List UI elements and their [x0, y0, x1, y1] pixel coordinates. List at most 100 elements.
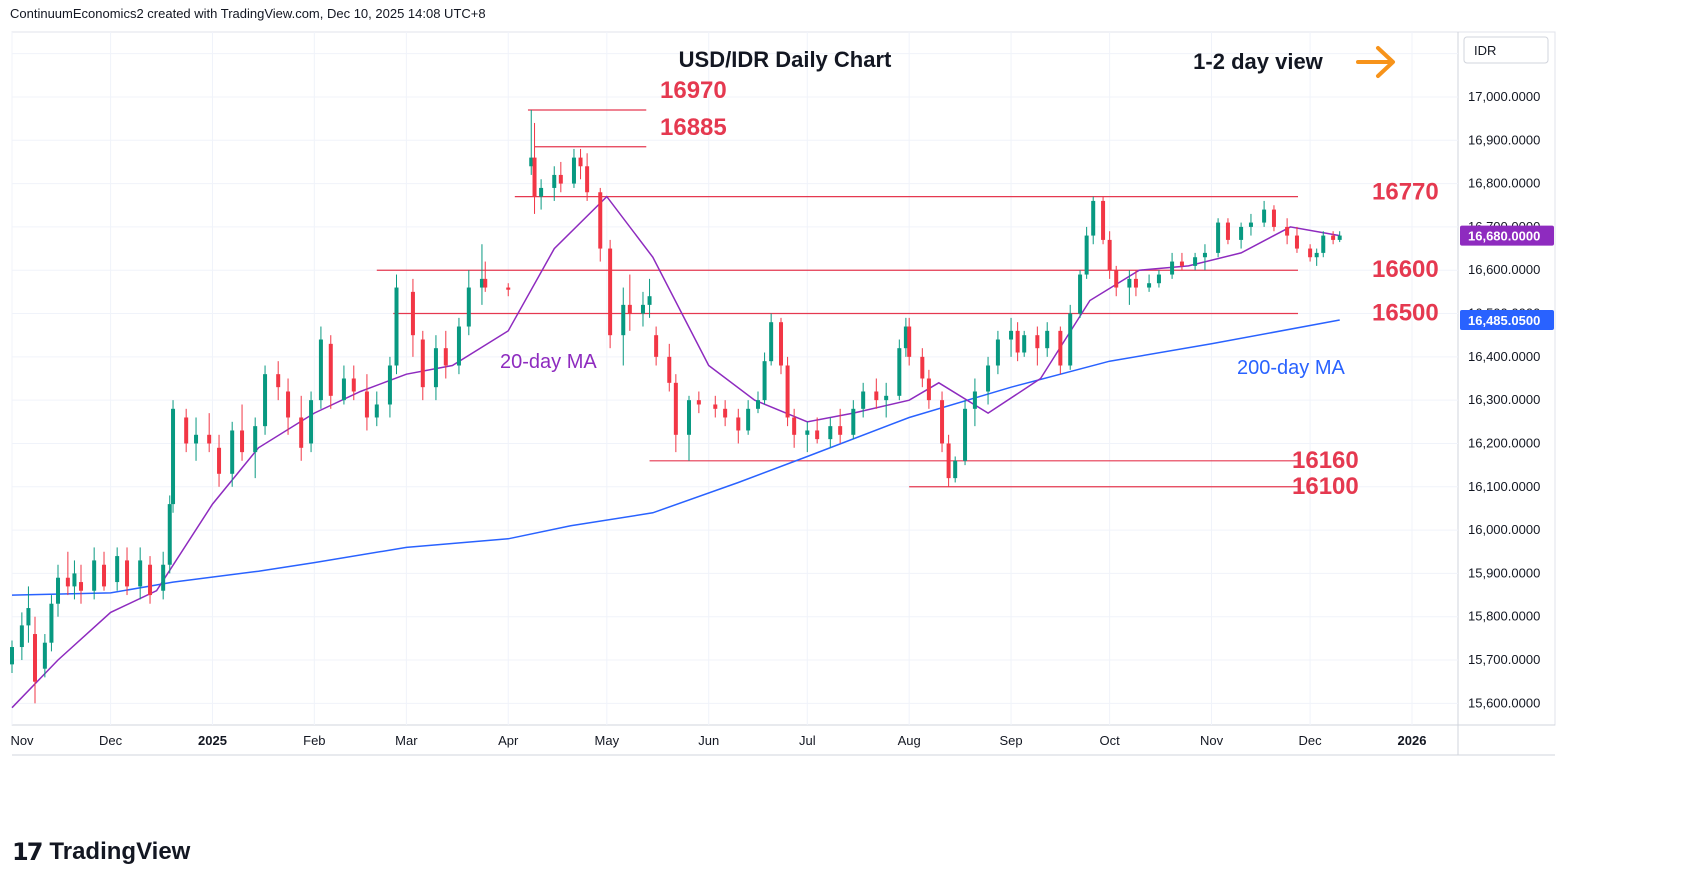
candle-body	[851, 408, 856, 435]
ma20-label: 20-day MA	[500, 351, 597, 373]
support-resistance-levels	[376, 109, 1298, 488]
candle	[10, 640, 14, 674]
price-tag-text: 16,680.0000	[1468, 229, 1540, 244]
candle	[532, 122, 537, 214]
candle-body	[1009, 330, 1014, 340]
arrow-right-icon	[1356, 46, 1395, 78]
candle-body	[640, 304, 645, 314]
candle	[374, 391, 379, 427]
chart-annotations: USD/IDR Daily Chart 1-2 day view 16970 1688…	[500, 36, 1554, 500]
candle	[1068, 304, 1073, 370]
candle-body	[647, 296, 652, 305]
candle	[861, 382, 866, 418]
candle	[394, 274, 399, 375]
candle-body	[907, 326, 912, 357]
candle	[838, 408, 843, 444]
candle-body	[410, 291, 415, 336]
currency-text: IDR	[1474, 43, 1496, 58]
candle	[276, 361, 281, 401]
candle	[1248, 213, 1253, 236]
candle-body	[309, 400, 314, 444]
candle	[26, 586, 31, 643]
candle	[713, 395, 718, 418]
candle-body	[1294, 235, 1299, 249]
x-tick-label: Jun	[698, 733, 719, 748]
moving-average-lines	[11, 195, 1340, 709]
x-tick-label: May	[595, 733, 620, 748]
candle-body	[1239, 226, 1244, 240]
candle-body	[194, 434, 199, 444]
currency-label: IDR	[1463, 36, 1549, 64]
price-tag-bg	[1460, 310, 1554, 331]
candle	[1009, 317, 1014, 357]
candle-body	[897, 348, 902, 396]
candle-body	[351, 378, 356, 392]
candle	[1216, 218, 1221, 258]
candle-body	[33, 634, 38, 682]
candle-body	[466, 287, 471, 327]
candle-body	[558, 174, 563, 184]
candlestick-series	[10, 109, 1342, 704]
candle-body	[986, 365, 991, 392]
candle	[792, 408, 797, 448]
candle-body	[125, 560, 130, 587]
chart-grid	[11, 31, 1556, 756]
candle	[654, 326, 659, 366]
candle	[647, 278, 652, 318]
candle	[621, 287, 626, 366]
candle-body	[115, 556, 120, 583]
candle-body	[696, 400, 701, 405]
x-tick-label: Feb	[303, 733, 325, 748]
candle	[433, 335, 438, 401]
candle-body	[1262, 209, 1267, 223]
candle	[907, 317, 912, 366]
candle-body	[1045, 330, 1050, 349]
candle-body	[1078, 274, 1083, 314]
candle	[207, 413, 212, 453]
y-tick-label: 16,000.0000	[1468, 522, 1540, 537]
candle	[828, 417, 833, 448]
candle-body	[433, 348, 438, 388]
candle	[309, 391, 314, 453]
candle-body	[1314, 252, 1319, 258]
level-label: 16970	[660, 77, 727, 104]
candle-body	[49, 603, 54, 643]
candle-body	[769, 322, 774, 362]
candle-body	[341, 378, 346, 401]
y-tick-label: 15,600.0000	[1468, 695, 1540, 710]
currency-box	[1463, 36, 1549, 64]
tradingview-logo[interactable]: 17 TradingView	[12, 838, 190, 866]
candle	[56, 564, 61, 617]
candle-body	[138, 560, 143, 587]
candle-body	[1022, 335, 1027, 353]
candle-body	[263, 374, 268, 427]
x-tick-label: 2025	[198, 733, 227, 748]
candle	[49, 595, 54, 652]
candle-body	[539, 187, 544, 197]
candle-body	[805, 430, 810, 435]
candle	[1321, 231, 1326, 258]
candle-body	[654, 335, 659, 357]
candle	[769, 313, 774, 366]
candle	[529, 109, 534, 175]
candle-body	[394, 287, 399, 366]
candle-body	[1179, 261, 1184, 266]
candle	[1022, 330, 1027, 357]
x-tick-label: Nov	[1200, 733, 1224, 748]
candle-body	[72, 573, 77, 587]
candle-body	[746, 408, 751, 431]
ma200-line	[11, 319, 1340, 596]
y-tick-label: 16,800.0000	[1468, 176, 1540, 191]
candle	[479, 244, 484, 305]
candle	[217, 434, 222, 487]
candle-body	[387, 365, 392, 405]
candle-body	[1321, 235, 1326, 253]
candle-body	[532, 157, 537, 197]
candle-body	[167, 504, 172, 565]
y-tick-label: 15,800.0000	[1468, 609, 1540, 624]
y-tick-label: 16,900.0000	[1468, 132, 1540, 147]
candle	[1202, 244, 1207, 271]
candle	[926, 369, 931, 409]
candle-body	[756, 400, 761, 409]
